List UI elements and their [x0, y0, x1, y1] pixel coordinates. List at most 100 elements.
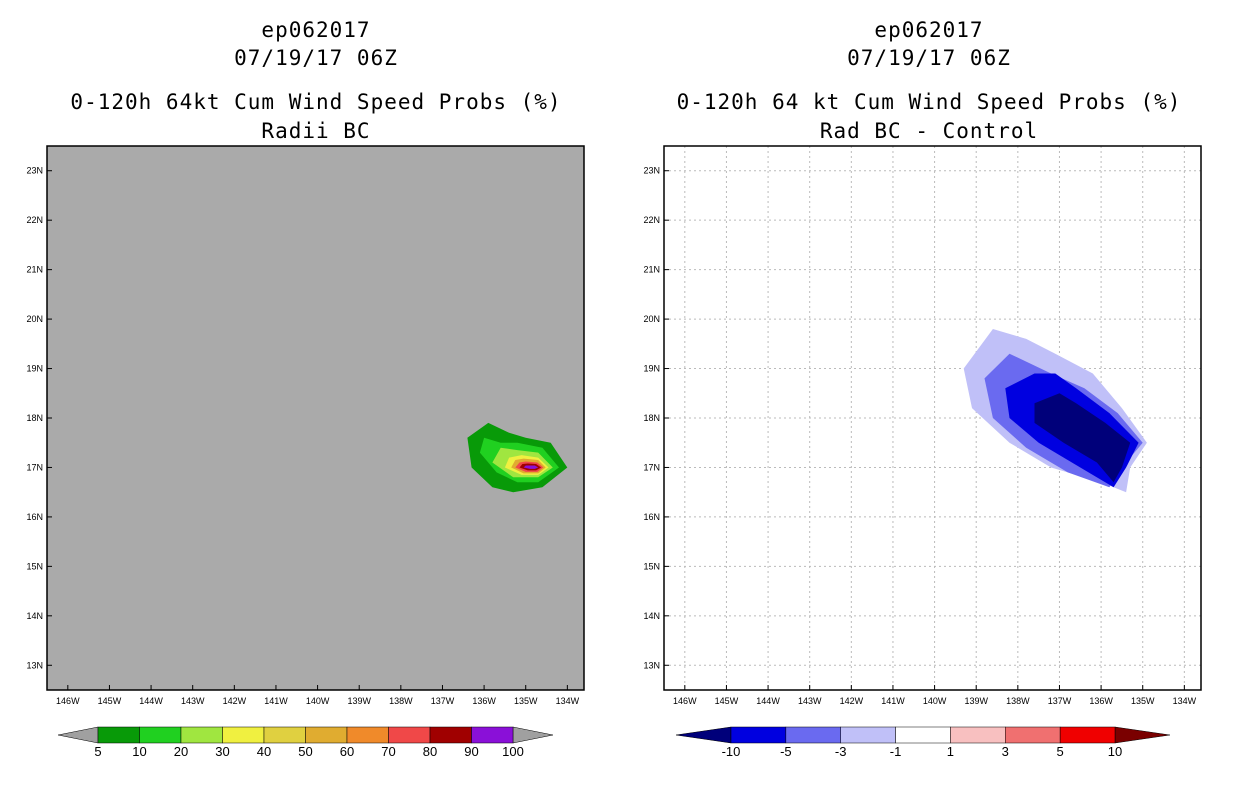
- right-y-tick-label: 20N: [643, 314, 660, 324]
- left-y-tick-label: 22N: [26, 215, 43, 225]
- right-y-tick-label: 13N: [643, 660, 660, 670]
- left-title-line3: 0-120h 64kt Cum Wind Speed Probs (%): [70, 90, 562, 114]
- right-colorbar-label: -1: [890, 744, 902, 759]
- right-x-tick-label: 145W: [715, 696, 739, 706]
- right-colorbar-label: -3: [835, 744, 847, 759]
- left-x-tick-label: 145W: [98, 696, 122, 706]
- left-y-tick-label: 23N: [26, 166, 43, 176]
- right-x-tick-label: 142W: [840, 696, 864, 706]
- right-x-tick-label: 134W: [1173, 696, 1197, 706]
- right-colorbar-label: 5: [1057, 744, 1064, 759]
- left-panel: 146W 145W 144W 143W 142W 141W 140W 139W 138W 137W…: [26, 145, 585, 706]
- left-title-line4: Radii BC: [261, 119, 371, 143]
- left-y-tick-label: 17N: [26, 462, 43, 472]
- right-title-line3: 0-120h 64 kt Cum Wind Speed Probs (%): [676, 90, 1182, 114]
- left-colorbar-label: 30: [215, 744, 229, 759]
- left-x-tick-label: 135W: [514, 696, 538, 706]
- right-x-tick-label: 143W: [798, 696, 822, 706]
- right-colorbar-segment: [840, 726, 896, 744]
- right-y-tick-label: 23N: [643, 166, 660, 176]
- right-colorbar-segment: [785, 726, 841, 744]
- left-colorbar-label: 70: [381, 744, 395, 759]
- left-colorbar-segment: [429, 726, 472, 744]
- left-colorbar-label: 60: [340, 744, 354, 759]
- left-contour-90: [523, 465, 539, 469]
- left-x-tick-label: 138W: [389, 696, 413, 706]
- right-colorbar-label: 10: [1108, 744, 1122, 759]
- left-colorbar-label: 100: [502, 744, 524, 759]
- left-colorbar-segment: [471, 726, 514, 744]
- left-x-tick-label: 141W: [264, 696, 288, 706]
- left-x-tick-label: 142W: [223, 696, 247, 706]
- left-x-tick-label: 143W: [181, 696, 205, 706]
- left-x-tick-label: 144W: [139, 696, 163, 706]
- left-colorbar-segment: [263, 726, 306, 744]
- right-colorbar-low-arrow: [675, 726, 732, 744]
- right-title-line4: Rad BC - Control: [819, 119, 1039, 143]
- right-title-line1: ep062017: [874, 18, 984, 42]
- left-colorbar: 5 10 20 30 40 50 60 70 80 90 100: [57, 726, 554, 759]
- right-y-tick-label: 19N: [643, 364, 660, 374]
- left-colorbar-label: 80: [423, 744, 437, 759]
- right-x-tick-label: 139W: [964, 696, 988, 706]
- left-colorbar-segment: [139, 726, 182, 744]
- right-y-tick-label: 16N: [643, 512, 660, 522]
- right-y-tick-label: 21N: [643, 265, 660, 275]
- left-y-tick-label: 16N: [26, 512, 43, 522]
- left-colorbar-low-arrow: [57, 726, 99, 744]
- left-title-line1: ep062017: [261, 18, 371, 42]
- right-x-tick-label: 146W: [673, 696, 697, 706]
- right-y-tick-label: 15N: [643, 561, 660, 571]
- left-y-tick-label: 19N: [26, 364, 43, 374]
- left-colorbar-label: 5: [94, 744, 101, 759]
- right-colorbar-label: 3: [1002, 744, 1009, 759]
- left-y-tick-label: 21N: [26, 265, 43, 275]
- left-colorbar-segment: [346, 726, 389, 744]
- left-colorbar-segment: [305, 726, 348, 744]
- right-colorbar-segment: [1005, 726, 1061, 744]
- right-x-tick-label: 140W: [923, 696, 947, 706]
- right-x-tick-label: 138W: [1006, 696, 1030, 706]
- right-colorbar: -10 -5 -3 -1 1 3 5 10: [675, 726, 1171, 759]
- right-title-line2: 07/19/17 06Z: [847, 46, 1011, 70]
- left-x-tick-label: 137W: [431, 696, 455, 706]
- left-x-tick-label: 140W: [306, 696, 330, 706]
- left-colorbar-high-arrow: [512, 726, 554, 744]
- left-colorbar-label: 10: [132, 744, 146, 759]
- right-x-tick-label: 137W: [1048, 696, 1072, 706]
- right-x-tick-label: 136W: [1089, 696, 1113, 706]
- left-colorbar-segment: [388, 726, 431, 744]
- left-y-tick-label: 18N: [26, 413, 43, 423]
- left-y-tick-label: 14N: [26, 611, 43, 621]
- right-y-tick-label: 18N: [643, 413, 660, 423]
- left-colorbar-segment: [222, 726, 265, 744]
- left-y-tick-label: 15N: [26, 561, 43, 571]
- right-y-tick-label: 14N: [643, 611, 660, 621]
- right-colorbar-segment: [730, 726, 787, 744]
- left-y-tick-label: 20N: [26, 314, 43, 324]
- right-colorbar-label: -5: [780, 744, 792, 759]
- left-colorbar-segment: [97, 726, 140, 744]
- right-colorbar-segment: [950, 726, 1006, 744]
- left-x-tick-label: 139W: [347, 696, 371, 706]
- left-colorbar-segment: [180, 726, 223, 744]
- left-title-line2: 07/19/17 06Z: [234, 46, 398, 70]
- left-plot-background: [47, 146, 584, 690]
- left-x-tick-label: 146W: [56, 696, 80, 706]
- right-colorbar-segment: [895, 726, 951, 744]
- left-colorbar-label: 40: [257, 744, 271, 759]
- right-y-tick-label: 17N: [643, 462, 660, 472]
- right-contour-neg10: [1034, 393, 1131, 483]
- left-colorbar-label: 50: [298, 744, 312, 759]
- right-panel: 146W 145W 144W 143W 142W 141W 140W 139W 138W 137W…: [643, 145, 1202, 706]
- right-colorbar-high-arrow: [1114, 726, 1171, 744]
- right-x-tick-label: 141W: [881, 696, 905, 706]
- right-x-tick-label: 144W: [756, 696, 780, 706]
- right-y-tick-label: 22N: [643, 215, 660, 225]
- left-x-tick-label: 136W: [472, 696, 496, 706]
- left-y-tick-label: 13N: [26, 660, 43, 670]
- left-colorbar-label: 90: [464, 744, 478, 759]
- right-x-tick-label: 135W: [1131, 696, 1155, 706]
- left-colorbar-label: 20: [174, 744, 188, 759]
